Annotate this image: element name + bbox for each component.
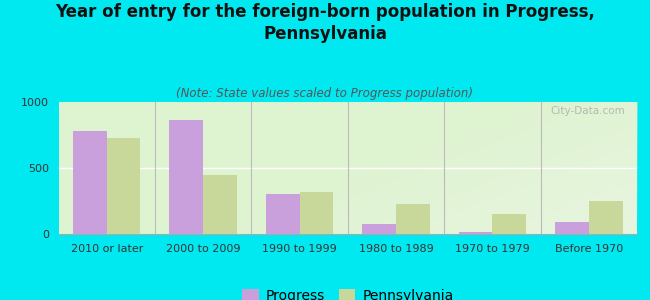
Bar bbox=[555, 222, 589, 234]
Text: City-Data.com: City-Data.com bbox=[551, 106, 625, 116]
Bar bbox=[362, 224, 396, 234]
Bar bbox=[203, 175, 237, 234]
Bar bbox=[589, 201, 623, 234]
Bar bbox=[73, 131, 107, 234]
Bar bbox=[396, 204, 430, 234]
Bar bbox=[459, 232, 493, 234]
Text: (Note: State values scaled to Progress population): (Note: State values scaled to Progress p… bbox=[177, 87, 473, 100]
Bar bbox=[266, 194, 300, 234]
Bar bbox=[107, 138, 140, 234]
Text: Year of entry for the foreign-born population in Progress,
Pennsylvania: Year of entry for the foreign-born popul… bbox=[55, 3, 595, 43]
Bar bbox=[170, 121, 203, 234]
Bar bbox=[493, 214, 526, 234]
Bar bbox=[300, 192, 333, 234]
Legend: Progress, Pennsylvania: Progress, Pennsylvania bbox=[237, 284, 459, 300]
